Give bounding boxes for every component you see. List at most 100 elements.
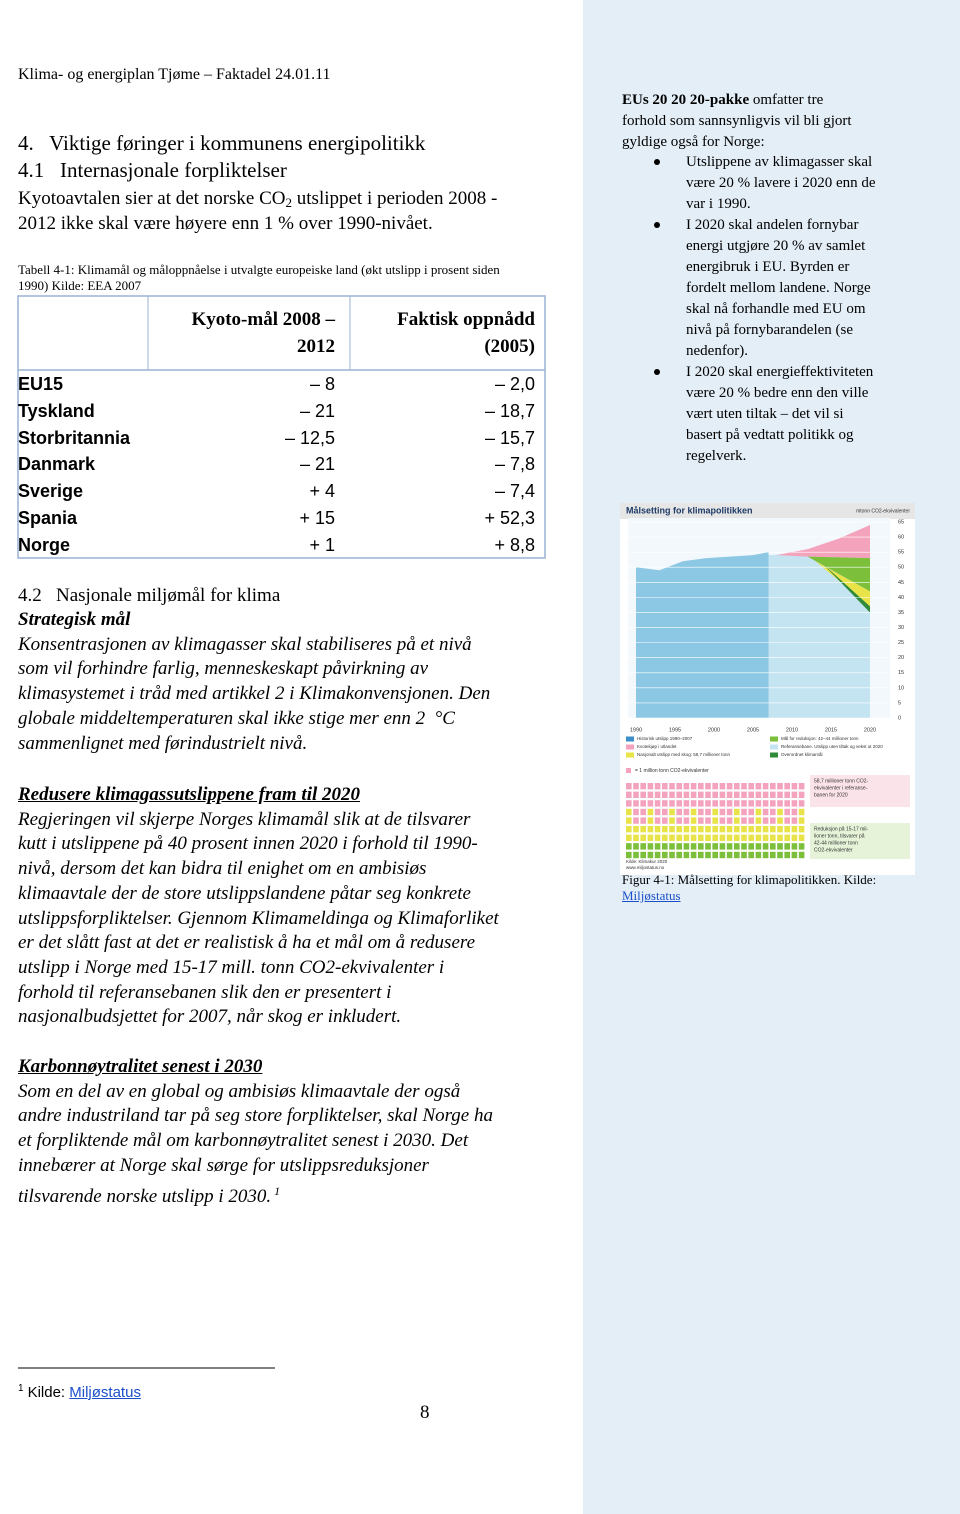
row-label: Storbritannia xyxy=(18,427,131,448)
unit-square xyxy=(762,783,769,790)
table-cell: – 21 xyxy=(299,400,335,421)
unit-square xyxy=(633,783,639,790)
unit-square xyxy=(690,817,697,824)
bullet-line: vært uten tiltak – det vil si xyxy=(686,405,844,422)
note-text: ekvivalenter i referanse- xyxy=(814,785,868,791)
unit-square xyxy=(712,851,718,859)
unit-square xyxy=(777,826,783,833)
unit-square xyxy=(640,834,646,841)
unit-square xyxy=(690,834,697,841)
unit-square xyxy=(755,826,762,833)
unit-square xyxy=(705,843,711,850)
unit-square xyxy=(791,851,798,859)
unit-square xyxy=(777,791,783,798)
unit-square xyxy=(676,826,682,833)
block-line: klimaavtale der de store utslippslandene… xyxy=(18,882,471,904)
unit-square xyxy=(734,826,740,833)
unit-square xyxy=(698,808,704,816)
unit-square xyxy=(654,808,661,816)
unit-square xyxy=(698,834,704,841)
unit-square xyxy=(784,843,790,850)
unit-square xyxy=(770,817,776,824)
block-line: nasjonalbudsjettet for 2007, når skog er… xyxy=(18,1006,402,1028)
table-cell: + 15 xyxy=(299,508,335,528)
figure-title-bar xyxy=(620,503,915,519)
unit-square xyxy=(748,783,754,790)
unit-square xyxy=(640,826,646,833)
note-text: lioner tonn, tilsvarer på xyxy=(814,832,865,839)
unit-square xyxy=(719,851,726,859)
unit-square xyxy=(633,791,639,798)
unit-square xyxy=(755,834,762,841)
figure-title: Målsetting for klimapolitikken xyxy=(626,505,753,515)
legend-swatch xyxy=(770,736,778,742)
unit-square xyxy=(676,843,682,850)
unit-square xyxy=(741,791,747,798)
unit-square xyxy=(654,800,661,807)
table-cell: – 12,5 xyxy=(284,427,335,448)
unit-square xyxy=(662,800,668,807)
y-tick-label: 55 xyxy=(898,550,904,556)
block-line: innebærer at Norge skal sørge for utslip… xyxy=(18,1154,429,1176)
unit-square xyxy=(662,843,668,850)
unit-square xyxy=(698,783,704,790)
unit-square xyxy=(676,808,682,816)
paragraph-line: 2012 ikke skal være høyere enn 1 % over … xyxy=(18,213,433,234)
unit-square xyxy=(741,834,747,841)
y-tick-label: 65 xyxy=(898,519,904,525)
unit-square xyxy=(791,834,798,841)
y-tick-label: 45 xyxy=(898,580,904,586)
unit-square xyxy=(626,817,632,824)
unit-square xyxy=(647,791,654,798)
unit-square xyxy=(770,783,776,790)
unit-square xyxy=(741,800,747,807)
unit-square xyxy=(647,808,654,816)
unit-square xyxy=(654,834,661,841)
unit-square xyxy=(669,826,675,833)
unit-square xyxy=(719,791,726,798)
unit-square xyxy=(784,826,790,833)
bullet-line: fordelt mellom landene. Norge xyxy=(686,279,871,296)
block-title: Karbonnøytralitet senest i 2030 xyxy=(18,1056,263,1077)
block-line: er det slått fast at det er realistisk å… xyxy=(18,932,476,954)
unit-square xyxy=(798,843,805,850)
unit-square xyxy=(755,783,762,790)
unit-square xyxy=(784,817,790,824)
unit-square xyxy=(676,791,682,798)
y-tick-label: 35 xyxy=(898,610,904,616)
column-header: Faktisk oppnådd xyxy=(397,309,535,330)
unit-square xyxy=(654,851,661,859)
legend-label: Nasjonalt utslipp med skog: 58,7 million… xyxy=(637,752,731,757)
figure-caption-link[interactable]: Miljøstatus xyxy=(622,888,681,903)
y-tick-label: 30 xyxy=(898,625,904,631)
unit-square xyxy=(741,826,747,833)
unit-square xyxy=(705,791,711,798)
unit-square xyxy=(640,783,646,790)
unit-square xyxy=(712,800,718,807)
footnote-ref: 1 xyxy=(274,1183,281,1198)
unit-square xyxy=(784,834,790,841)
unit-square xyxy=(762,834,769,841)
unit-square xyxy=(712,817,718,824)
unit-square xyxy=(726,834,733,841)
bullet-line: I 2020 skal andelen fornybar xyxy=(686,216,859,233)
unit-square xyxy=(633,808,639,816)
block-line: Konsentrasjonen av klimagasser skal stab… xyxy=(18,633,472,655)
footnote-link[interactable]: Miljøstatus xyxy=(69,1384,141,1401)
unit-square xyxy=(654,817,661,824)
unit-square xyxy=(683,826,690,833)
y-tick-label: 40 xyxy=(898,595,904,601)
unit-square xyxy=(748,800,754,807)
unit-square xyxy=(784,851,790,859)
unit-square xyxy=(762,808,769,816)
unit-square xyxy=(683,834,690,841)
unit-square xyxy=(683,783,690,790)
footnote: 1 Kilde: Miljøstatus xyxy=(18,1379,141,1403)
block-line: tilsvarende norske utslipp i 2030. 1 xyxy=(18,1183,281,1207)
figure-caption: Figur 4-1: Målsetting for klimapolitikke… xyxy=(622,872,877,887)
unit-square xyxy=(676,783,682,790)
unit-square xyxy=(777,843,783,850)
unit-square xyxy=(640,800,646,807)
unit-square xyxy=(669,834,675,841)
